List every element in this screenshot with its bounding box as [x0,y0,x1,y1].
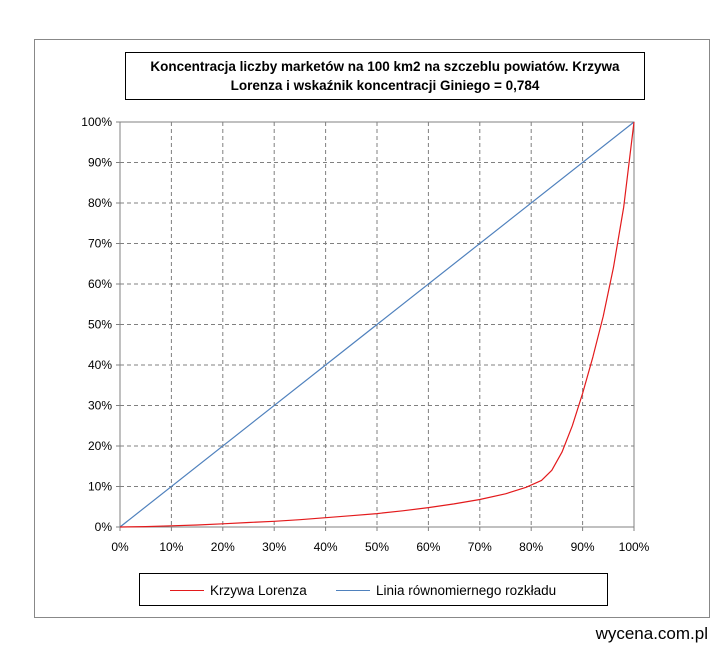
legend: Krzywa Lorenza Linia równomiernego rozkł… [139,573,608,606]
x-tick-label: 50% [365,540,389,554]
x-tick-label: 40% [314,540,338,554]
y-tick-label: 90% [88,156,112,170]
y-tick-label: 50% [88,318,112,332]
legend-label-lorenz: Krzywa Lorenza [210,582,307,598]
x-tick-label: 80% [519,540,543,554]
chart-title-box: Koncentracja liczby marketów na 100 km2 … [125,52,645,100]
y-tick-label: 30% [88,399,112,413]
y-tick-label: 20% [88,439,112,453]
y-tick-label: 40% [88,358,112,372]
x-tick-label: 30% [262,540,286,554]
x-tick-label: 70% [468,540,492,554]
legend-swatch-lorenz [170,589,204,591]
y-tick-label: 100% [81,115,112,129]
legend-item-lorenz: Krzywa Lorenza [170,581,307,599]
x-tick-label: 90% [571,540,595,554]
watermark: wycena.com.pl [595,624,708,643]
y-tick-label: 10% [88,480,112,494]
legend-swatch-equality [336,589,370,591]
y-tick-label: 80% [88,196,112,210]
chart-title: Koncentracja liczby marketów na 100 km2 … [150,59,620,93]
x-tick-label: 20% [211,540,235,554]
x-tick-label: 60% [416,540,440,554]
y-tick-label: 0% [95,520,113,534]
x-tick-label: 10% [159,540,183,554]
y-tick-label: 60% [88,277,112,291]
series-line-equality [119,121,635,528]
legend-label-equality: Linia równomiernego rozkładu [376,582,557,598]
legend-item-equality: Linia równomiernego rozkładu [336,581,556,599]
series-line-lorenz [119,121,635,528]
y-tick-label: 70% [88,237,112,251]
x-tick-label: 100% [619,540,650,554]
x-tick-label: 0% [111,540,129,554]
